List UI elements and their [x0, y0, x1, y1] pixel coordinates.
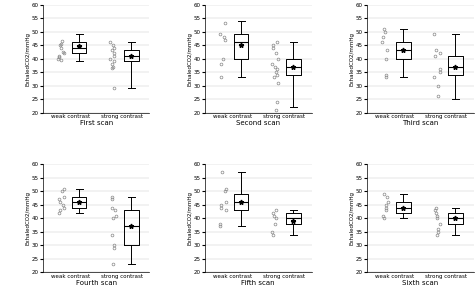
X-axis label: First scan: First scan — [79, 120, 113, 126]
Y-axis label: ExhaledCO2/mmHg: ExhaledCO2/mmHg — [25, 32, 30, 86]
Y-axis label: ExhaledCO2/mmHg: ExhaledCO2/mmHg — [349, 32, 355, 86]
Y-axis label: ExhaledCO2/mmHg: ExhaledCO2/mmHg — [188, 191, 192, 245]
Y-axis label: ExhaledCO2/mmHg: ExhaledCO2/mmHg — [25, 191, 30, 245]
X-axis label: Second scan: Second scan — [236, 120, 280, 126]
X-axis label: Sixth scan: Sixth scan — [402, 280, 438, 286]
X-axis label: Fifth scan: Fifth scan — [241, 280, 275, 286]
X-axis label: Third scan: Third scan — [402, 120, 438, 126]
Y-axis label: ExhaledCO2/mmHg: ExhaledCO2/mmHg — [188, 32, 192, 86]
Y-axis label: ExhaledCO2/mmHg: ExhaledCO2/mmHg — [349, 191, 355, 245]
X-axis label: Fourth scan: Fourth scan — [76, 280, 117, 286]
